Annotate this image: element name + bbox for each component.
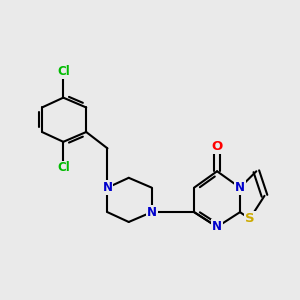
Text: Cl: Cl xyxy=(57,161,70,175)
Text: N: N xyxy=(147,206,157,219)
Text: Cl: Cl xyxy=(57,65,70,78)
Text: N: N xyxy=(235,181,245,194)
Text: N: N xyxy=(103,181,112,194)
Text: O: O xyxy=(212,140,223,153)
Text: S: S xyxy=(245,212,255,225)
Text: N: N xyxy=(212,220,222,233)
